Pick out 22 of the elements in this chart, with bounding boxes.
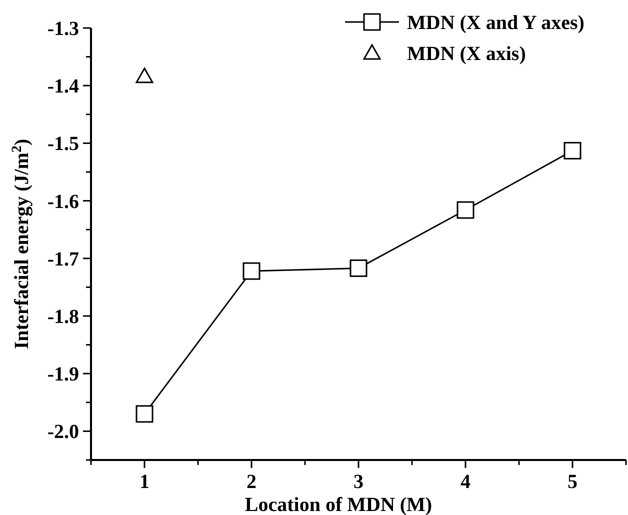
y-tick-label: -1.5 — [47, 133, 79, 156]
x-tick-label: 2 — [246, 471, 256, 493]
y-tick-label: -1.7 — [47, 248, 79, 270]
point — [136, 405, 154, 423]
point — [350, 259, 368, 277]
y-tick-label: -2.0 — [47, 421, 79, 444]
x-tick-label: 5 — [568, 471, 578, 493]
point — [242, 262, 260, 280]
legend-label: MDN (X axis) — [407, 43, 526, 65]
legend-label: MDN (X and Y axes) — [407, 12, 584, 34]
y-tick-label: -1.6 — [47, 190, 79, 213]
y-tick-label: -1.8 — [47, 306, 79, 328]
y-tick-label: -1.4 — [47, 76, 79, 98]
y-tick-label: -1.9 — [47, 364, 79, 386]
x-tick-label: 4 — [460, 471, 470, 493]
point — [564, 142, 582, 160]
point — [136, 68, 154, 84]
x-axis-title: Location of MDN (M) — [244, 494, 432, 515]
x-tick-label: 3 — [354, 471, 364, 493]
y-tick-label: -1.3 — [47, 18, 79, 40]
point — [456, 201, 474, 219]
x-tick-label: 1 — [140, 471, 150, 493]
